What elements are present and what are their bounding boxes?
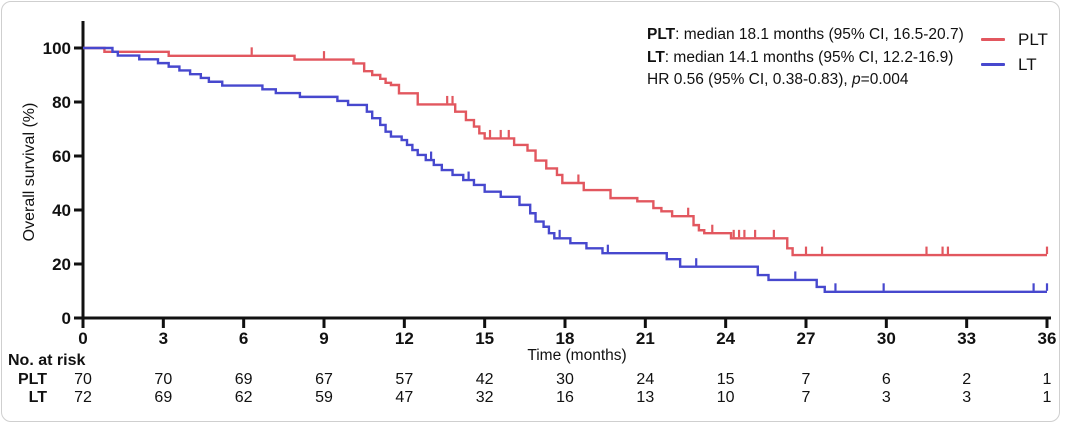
series-lt-curve [83, 46, 1047, 294]
x-axis-title: Time (months) [527, 347, 627, 364]
x-tick-label: 27 [797, 329, 816, 348]
y-tick-label: 100 [43, 39, 71, 58]
x-tick-label: 18 [556, 329, 575, 348]
series-plt-curve [83, 46, 1047, 257]
p-value-text: =0.004 [860, 71, 909, 88]
lt-line-swatch [981, 62, 1005, 67]
risk-cell: 24 [636, 371, 655, 388]
plt-line-swatch [981, 37, 1005, 42]
y-tick-label: 40 [52, 201, 71, 220]
risk-cell: 13 [636, 389, 655, 406]
lt-median-text: : median 14.1 months (95% CI, 12.2-16.9) [664, 48, 954, 66]
risk-cell: 7 [801, 371, 811, 388]
legend: PLT LT [981, 27, 1048, 77]
x-tick-label: 6 [239, 329, 248, 348]
x-tick-label: 33 [957, 329, 976, 348]
x-tick-label: 36 [1038, 329, 1057, 348]
risk-table-header: No. at risk [8, 352, 86, 369]
annotation-line-plt: PLT: median 18.1 months (95% CI, 16.5-20… [647, 24, 964, 47]
risk-cell: 15 [716, 371, 735, 388]
legend-item-plt: PLT [981, 27, 1048, 52]
annotation-line-hr: HR 0.56 (95% CI, 0.38-0.83), p=0.004 [647, 69, 964, 92]
risk-cell: 1 [1042, 389, 1052, 406]
legend-item-lt: LT [981, 52, 1048, 77]
legend-label-lt: LT [1018, 54, 1037, 74]
risk-cell: 32 [475, 389, 494, 406]
y-axis-title: Overall survival (%) [21, 102, 38, 242]
risk-cell: 62 [234, 389, 253, 406]
x-tick-label: 21 [636, 329, 655, 348]
risk-row-label-lt: LT [28, 389, 47, 406]
risk-cell: 30 [556, 371, 574, 388]
risk-cell: 1 [1042, 371, 1052, 388]
x-tick-label: 9 [319, 329, 328, 348]
risk-cell: 69 [154, 389, 173, 406]
plt-median-text: : median 18.1 months (95% CI, 16.5-20.7) [675, 26, 964, 43]
x-tick-label: 12 [395, 329, 414, 348]
risk-cell: 2 [962, 371, 972, 388]
y-tick-label: 80 [52, 93, 71, 112]
risk-cell: 10 [716, 389, 735, 406]
risk-cell: 72 [74, 389, 92, 406]
x-tick-label: 30 [877, 329, 896, 348]
risk-cell: 42 [475, 371, 494, 388]
x-tick-label: 0 [78, 329, 87, 348]
annotation-line-lt: LT: median 14.1 months (95% CI, 12.2-16.… [647, 47, 964, 70]
x-tick-label: 24 [716, 329, 735, 348]
lt-bold-label: LT [647, 48, 665, 66]
risk-row-label-plt: PLT [17, 371, 47, 388]
y-tick-label: 0 [62, 309, 71, 328]
risk-cell: 59 [315, 389, 333, 406]
risk-cell: 70 [74, 371, 92, 388]
x-tick-label: 15 [475, 329, 494, 348]
risk-cell: 70 [154, 371, 173, 388]
y-tick-label: 20 [52, 255, 71, 274]
x-tick-label: 3 [159, 329, 168, 348]
legend-label-plt: PLT [1018, 29, 1048, 49]
stats-annotation: PLT: median 18.1 months (95% CI, 16.5-20… [647, 24, 964, 92]
risk-cell: 57 [395, 371, 414, 388]
risk-cell: 6 [881, 371, 891, 388]
risk-cell: 3 [962, 389, 972, 406]
risk-cell: 67 [315, 371, 333, 388]
hr-text: HR 0.56 (95% CI, 0.38-0.83), [647, 71, 853, 88]
risk-cell: 7 [801, 389, 811, 406]
risk-cell: 69 [234, 371, 253, 388]
p-italic: p [852, 71, 861, 88]
risk-cell: 3 [881, 389, 891, 406]
risk-cell: 16 [556, 389, 574, 406]
plt-bold-label: PLT [647, 26, 676, 43]
risk-cell: 47 [395, 389, 414, 406]
y-tick-label: 60 [52, 147, 71, 166]
